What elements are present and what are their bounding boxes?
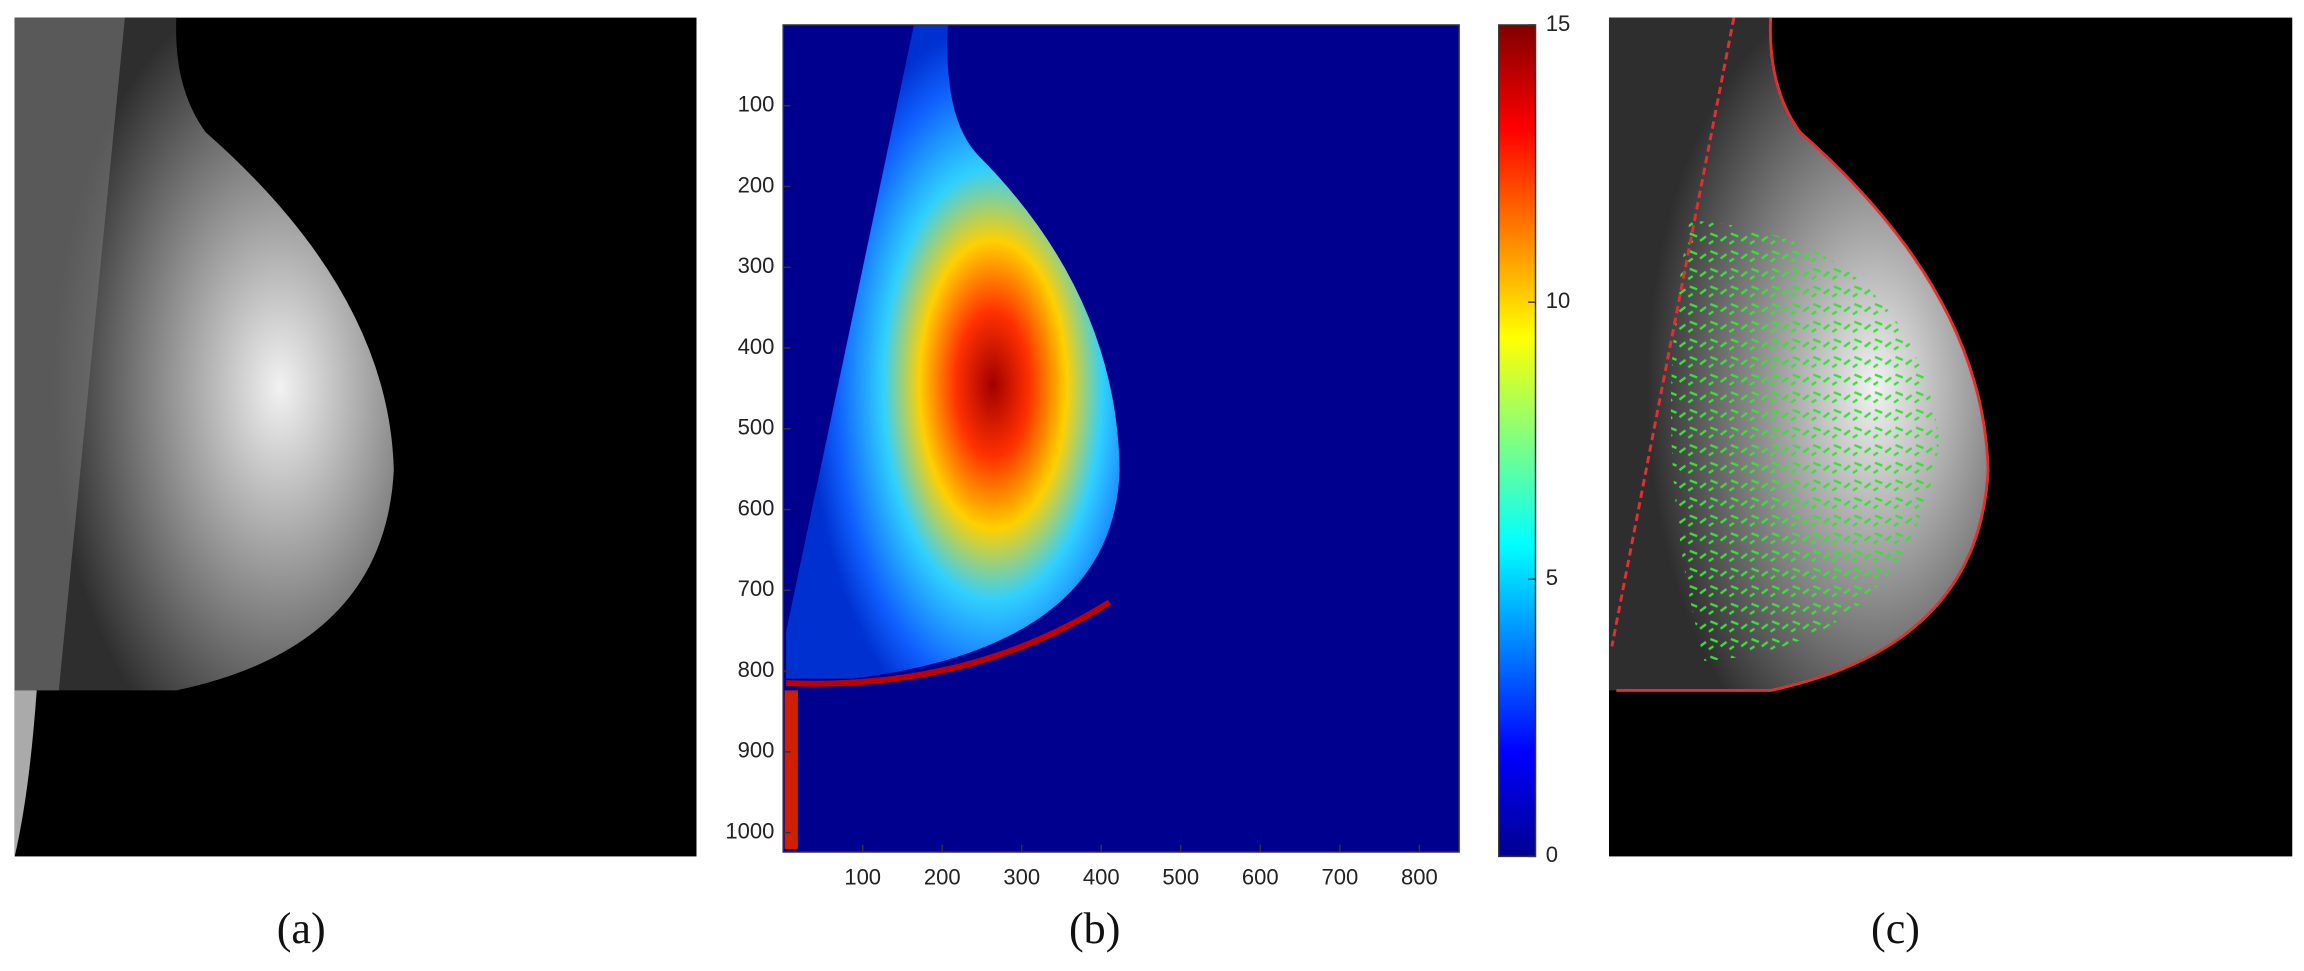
- colorbar-tick-label: 5: [1546, 565, 1558, 590]
- breast-boundary: [1616, 17, 1990, 692]
- x-tick-label: 500: [1162, 864, 1199, 889]
- y-tick-label: 300: [738, 253, 775, 278]
- panel-label: (a): [277, 904, 326, 953]
- dense-tissue-overlay: [1670, 220, 1940, 662]
- y-tick-label: 700: [738, 576, 775, 601]
- axes-frame: [782, 24, 1460, 853]
- colorbar-tick-label: 0: [1546, 842, 1558, 867]
- x-tick-label: 700: [1321, 864, 1358, 889]
- x-tick-label: 800: [1401, 864, 1438, 889]
- density-map: [786, 24, 1120, 679]
- pectoral-boundary: [1610, 17, 1736, 647]
- colorbar-tick-label: 10: [1546, 288, 1571, 313]
- y-tick-label: 500: [738, 415, 775, 440]
- x-tick-label: 400: [1083, 864, 1120, 889]
- panel-c: (c): [1608, 17, 2293, 953]
- y-tick-label: 600: [738, 495, 775, 520]
- edge-artifact: [784, 690, 798, 850]
- y-tick-label: 200: [738, 172, 775, 197]
- panel-label: (b): [1069, 904, 1120, 953]
- y-tick-label: 1000: [725, 818, 774, 843]
- panel-label: (c): [1871, 904, 1920, 953]
- x-tick-label: 600: [1242, 864, 1279, 889]
- colorbar-tick-label: 15: [1546, 11, 1571, 36]
- colorbar: [1498, 24, 1537, 858]
- y-tick-label: 400: [738, 334, 775, 359]
- y-tick-label: 800: [738, 657, 775, 682]
- skin-edge: [786, 599, 1111, 687]
- x-tick-label: 300: [1003, 864, 1040, 889]
- x-tick-label: 100: [844, 864, 881, 889]
- y-tick-label: 900: [738, 738, 775, 763]
- panel-a: (a): [14, 17, 697, 953]
- pectoral-muscle: [14, 17, 125, 691]
- breast-tissue: [14, 17, 394, 691]
- skin-fold: [14, 690, 37, 857]
- y-tick-label: 100: [738, 92, 775, 117]
- panel-b: (b) 100 200 300 400 500 600 700 800100200300400…: [725, 11, 1570, 953]
- x-tick-label: 200: [924, 864, 961, 889]
